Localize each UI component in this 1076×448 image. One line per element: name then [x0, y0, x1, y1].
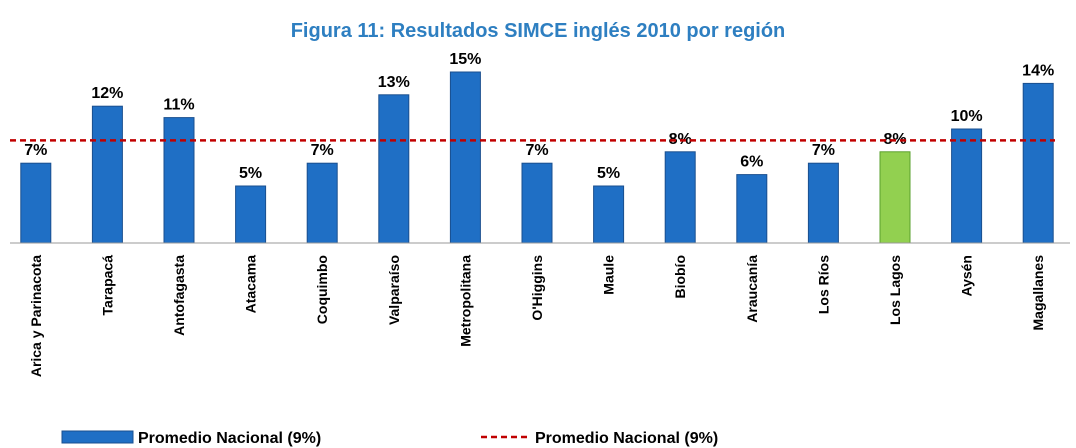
value-label: 15% — [449, 51, 481, 68]
value-label: 6% — [740, 154, 763, 171]
x-tick-label: Antofagasta — [171, 255, 187, 336]
x-tick-label: Los Lagos — [887, 255, 903, 325]
x-tick-label: Magallanes — [1030, 255, 1046, 331]
value-label: 11% — [163, 97, 194, 114]
bar — [879, 151, 911, 244]
bar — [521, 162, 553, 244]
chart-title: Figura 11: Resultados SIMCE inglés 2010 … — [291, 20, 786, 42]
value-label: 7% — [24, 142, 47, 159]
legend-label: Promedio Nacional (9%) — [138, 430, 321, 447]
bar — [378, 94, 410, 244]
bar — [1022, 82, 1054, 244]
bar — [163, 117, 195, 244]
value-label: 7% — [525, 142, 548, 159]
bar — [664, 151, 696, 244]
bar — [91, 105, 123, 244]
x-tick-label: Aysén — [959, 255, 975, 297]
value-label: 14% — [1022, 62, 1054, 79]
value-label: 7% — [812, 142, 835, 159]
x-tick-label: Atacama — [243, 255, 259, 314]
bar — [306, 162, 338, 244]
x-tick-label: Valparaíso — [386, 255, 402, 325]
value-label: 12% — [91, 85, 123, 102]
bar — [20, 162, 52, 244]
bar — [736, 174, 768, 244]
x-tick-label: Metropolitana — [457, 255, 473, 347]
value-label: 5% — [597, 165, 620, 182]
bar — [807, 162, 839, 244]
bar — [593, 185, 625, 244]
value-label: 5% — [239, 165, 262, 182]
x-tick-label: Arica y Parinacota — [28, 255, 44, 377]
bar — [449, 71, 481, 244]
value-label: 13% — [378, 74, 410, 91]
value-label: 10% — [951, 108, 983, 125]
x-tick-label: Coquimbo — [314, 255, 330, 324]
x-tick-label: Tarapacá — [99, 255, 115, 316]
x-tick-label: Biobío — [672, 255, 688, 299]
x-tick-label: Maule — [601, 255, 617, 295]
x-tick-label: O'Higgins — [529, 255, 545, 321]
bar — [235, 185, 267, 244]
x-tick-label: Araucanía — [744, 255, 760, 323]
bar — [951, 128, 983, 244]
legend-swatch — [61, 430, 134, 444]
x-tick-label: Los Ríos — [815, 255, 831, 314]
value-label: 7% — [311, 142, 334, 159]
legend-label: Promedio Nacional (9%) — [535, 430, 718, 447]
